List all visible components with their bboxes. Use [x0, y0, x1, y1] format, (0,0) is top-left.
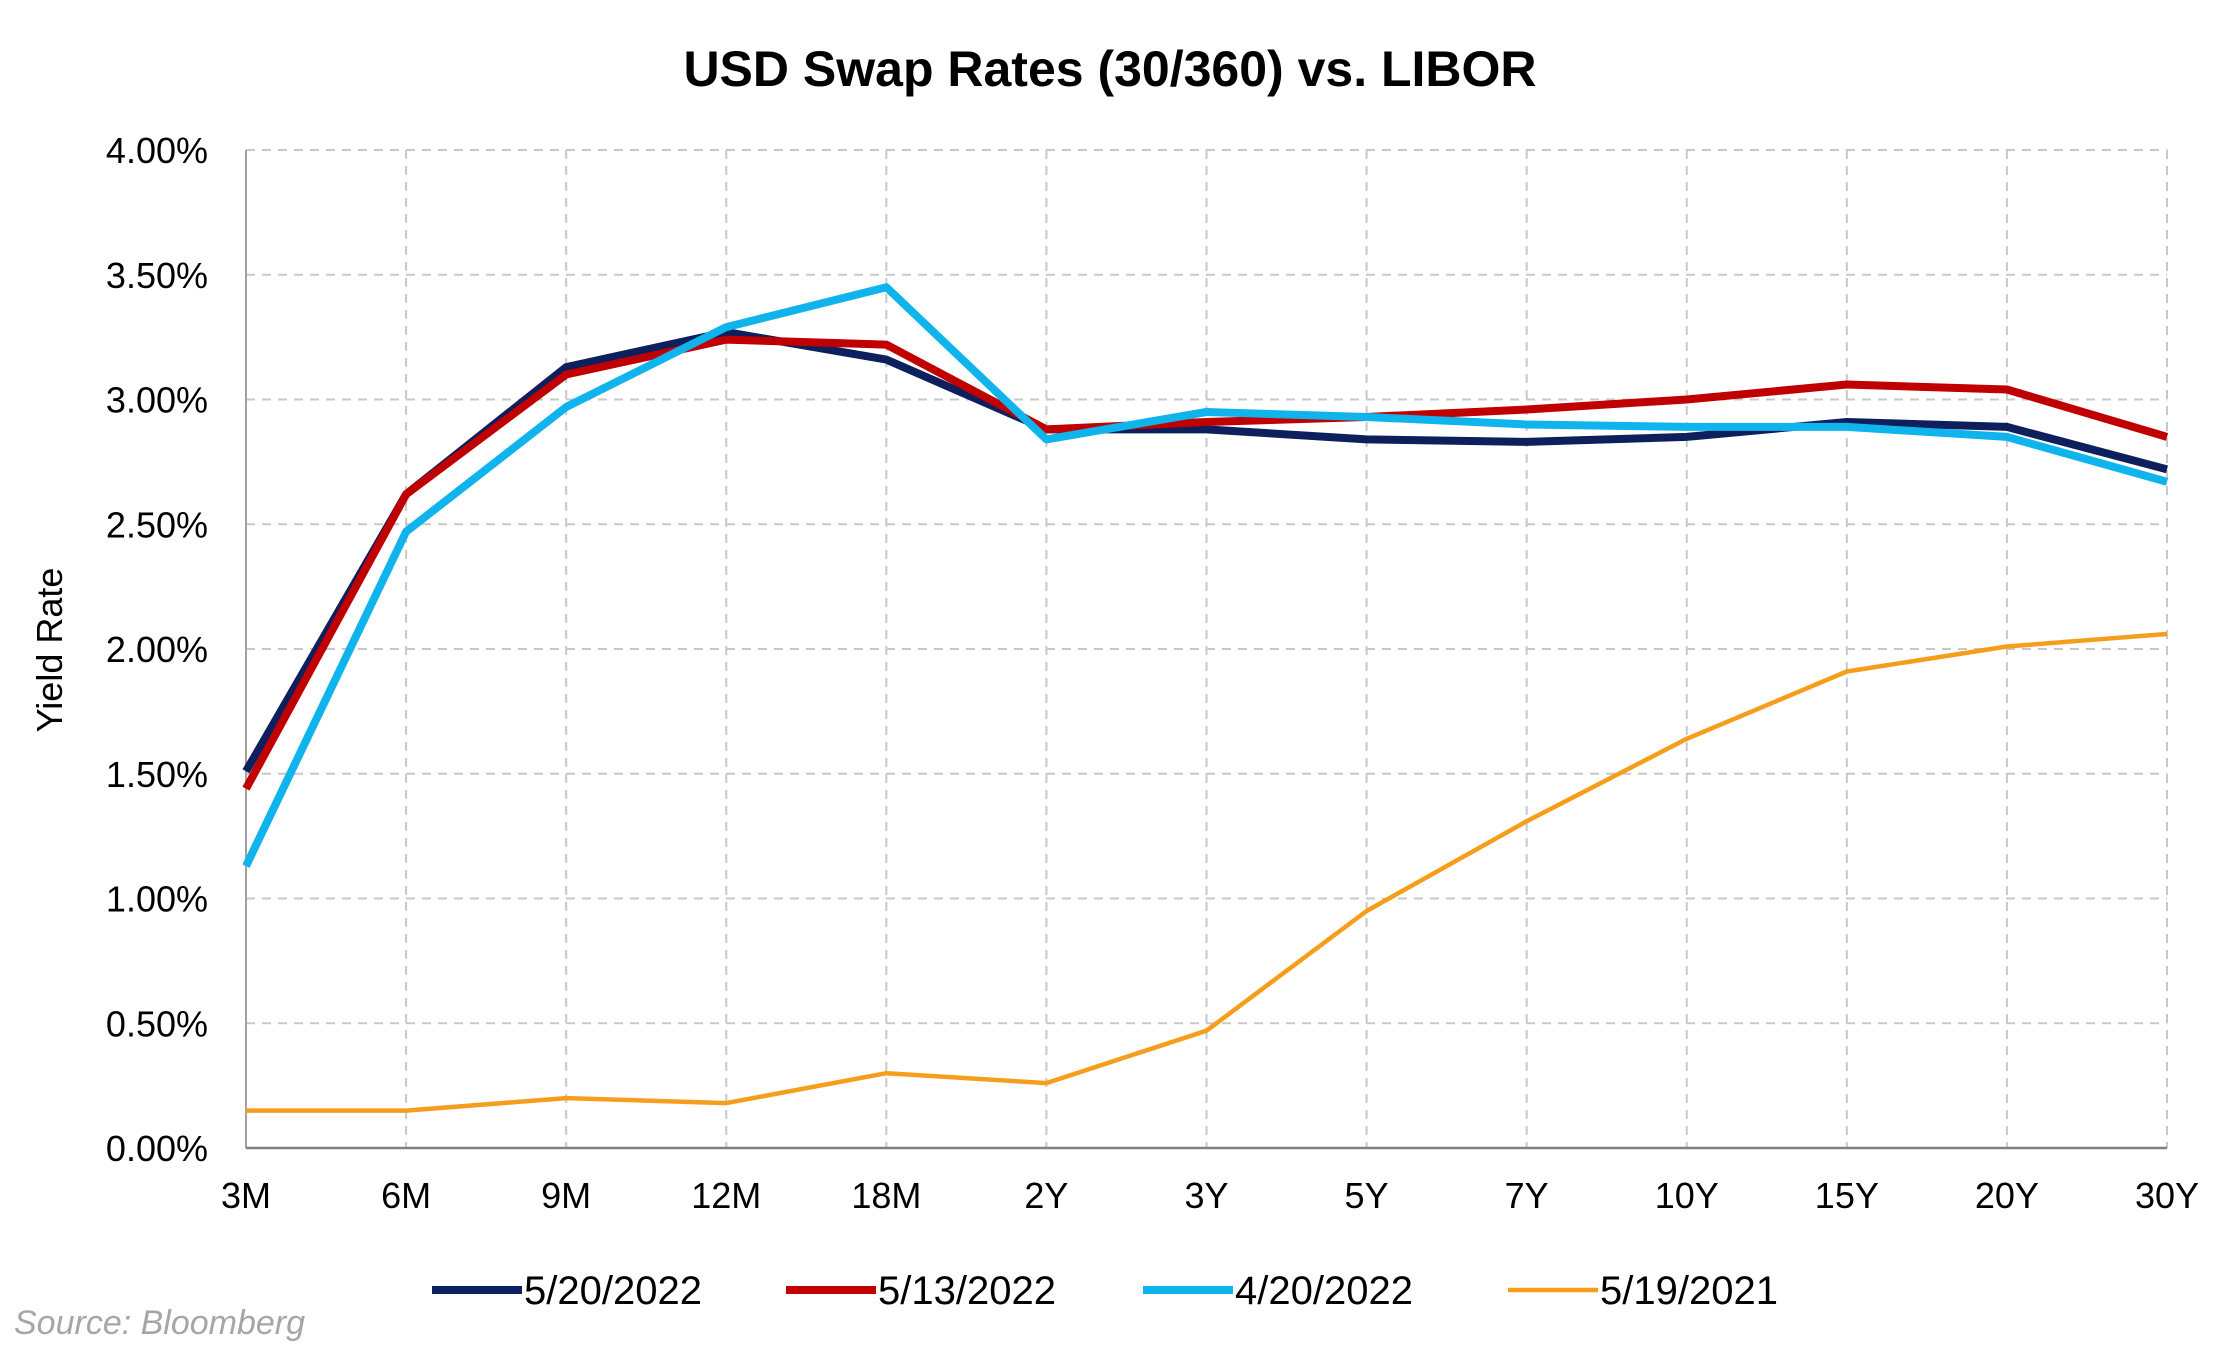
legend-label: 5/19/2021 — [1600, 1269, 1778, 1313]
series-line-4-20-2022 — [242, 283, 2169, 868]
y-tick-label: 3.50% — [106, 255, 208, 296]
y-tick-labels: 0.00% 0.50% 1.00% 1.50% 2.00% 2.50% 3.00% 3.50%… — [106, 130, 208, 1169]
series-lines — [242, 283, 2169, 1113]
y-tick-label: 2.50% — [106, 504, 208, 545]
chart-title: USD Swap Rates (30/360) vs. LIBOR — [683, 41, 1536, 97]
legend-label: 5/20/2022 — [524, 1269, 702, 1313]
x-tick-label: 3Y — [1184, 1175, 1228, 1216]
x-tick-label: 20Y — [1975, 1175, 2039, 1216]
x-tick-label: 12M — [691, 1175, 761, 1216]
x-tick-label: 15Y — [1815, 1175, 1879, 1216]
y-tick-label: 2.00% — [106, 629, 208, 670]
x-tick-label: 2Y — [1024, 1175, 1068, 1216]
x-tick-label: 3M — [221, 1175, 271, 1216]
series-line-5-19-2021 — [246, 631, 2168, 1113]
x-tick-label: 10Y — [1655, 1175, 1719, 1216]
x-tick-label: 18M — [851, 1175, 921, 1216]
series-line-5-20-2022 — [242, 328, 2169, 774]
source-note: Source: Bloomberg — [14, 1304, 305, 1342]
x-tick-label: 30Y — [2135, 1175, 2199, 1216]
y-tick-label: 1.50% — [106, 754, 208, 795]
axes — [245, 150, 2167, 1150]
y-tick-label: 0.00% — [106, 1128, 208, 1169]
legend: 5/20/2022 5/13/2022 4/20/2022 5/19/2021 — [432, 1269, 1778, 1313]
x-tick-label: 9M — [541, 1175, 591, 1216]
y-tick-label: 4.00% — [106, 130, 208, 171]
x-tick-labels: 3M 6M 9M 12M 18M 2Y 3Y 5Y 7Y 10Y 15Y 20Y 30Y — [221, 1175, 2199, 1216]
y-axis-label: Yield Rate — [29, 568, 70, 733]
y-tick-label: 3.00% — [106, 380, 208, 421]
gridlines — [246, 149, 2168, 1148]
legend-label: 4/20/2022 — [1235, 1269, 1413, 1313]
y-tick-label: 1.00% — [106, 879, 208, 920]
y-tick-label: 0.50% — [106, 1003, 208, 1044]
x-tick-label: 5Y — [1345, 1175, 1389, 1216]
x-tick-label: 6M — [381, 1175, 431, 1216]
legend-label: 5/13/2022 — [878, 1269, 1056, 1313]
series-line-5-13-2022 — [242, 335, 2169, 791]
x-tick-label: 7Y — [1505, 1175, 1549, 1216]
